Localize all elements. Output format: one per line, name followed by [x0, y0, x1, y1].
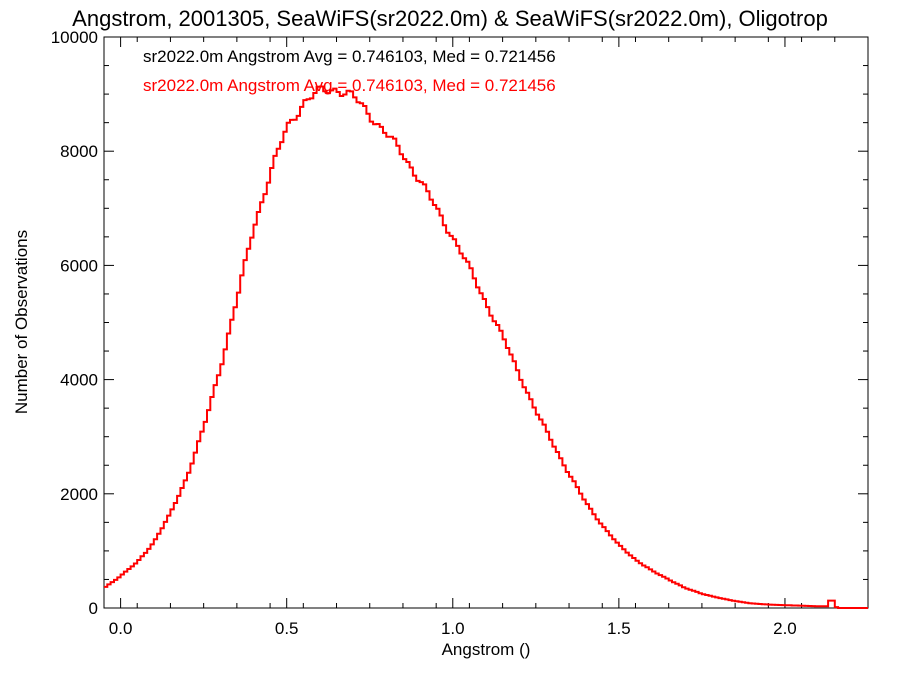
x-tick-label: 2.0: [773, 619, 797, 638]
y-tick-label: 0: [89, 599, 98, 618]
x-tick-label: 1.5: [607, 619, 631, 638]
x-tick-label: 0.5: [275, 619, 299, 638]
y-tick-label: 8000: [60, 142, 98, 161]
x-axis-label: Angstrom (): [442, 640, 531, 659]
annotation-red: sr2022.0m Angstrom Avg = 0.746103, Med =…: [143, 76, 556, 95]
x-tick-label: 1.0: [441, 619, 465, 638]
annotation-black: sr2022.0m Angstrom Avg = 0.746103, Med =…: [143, 47, 556, 66]
chart-title: Angstrom, 2001305, SeaWiFS(sr2022.0m) & …: [72, 6, 828, 31]
y-tick-label: 4000: [60, 371, 98, 390]
y-tick-label: 10000: [51, 28, 98, 47]
y-axis-label: Number of Observations: [12, 230, 31, 414]
y-tick-label: 6000: [60, 256, 98, 275]
y-tick-label: 2000: [60, 485, 98, 504]
x-tick-label: 0.0: [109, 619, 133, 638]
plot-frame: [103, 36, 869, 609]
series-histogram-line: [104, 85, 868, 609]
